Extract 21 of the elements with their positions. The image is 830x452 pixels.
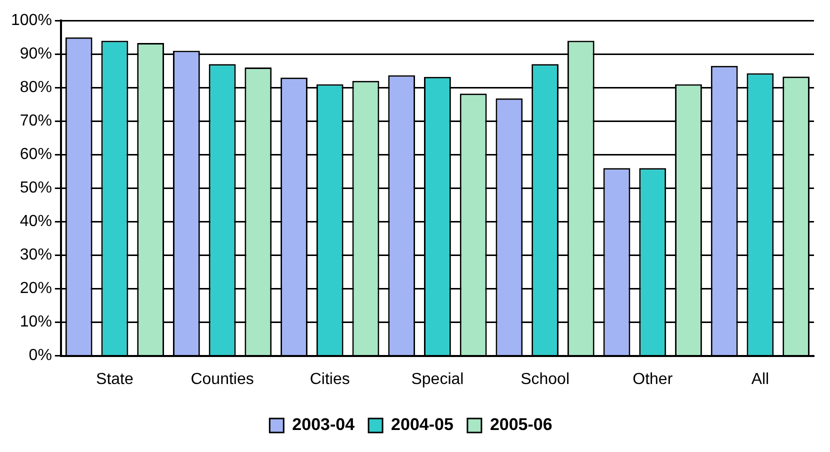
x-tick-label: State [96, 370, 134, 388]
y-tick-label: 30% [20, 246, 52, 264]
y-tick-label: 90% [20, 46, 52, 63]
y-tick-label: 40% [20, 213, 52, 230]
y-tick-label: 10% [20, 314, 52, 331]
y-tick-label: 80% [20, 79, 52, 96]
legend-label: 2004-05 [391, 415, 454, 434]
x-tick-label: Cities [310, 370, 350, 388]
x-tick-label: Other [632, 370, 674, 388]
y-tick-label: 100% [11, 12, 52, 30]
y-tick-label: 50% [20, 180, 52, 197]
legend-label: 2003-04 [292, 415, 356, 434]
y-tick-label: 20% [20, 280, 52, 298]
y-tick-label: 70% [20, 112, 52, 130]
y-tick-label: 0% [28, 347, 52, 364]
y-tick-label: 60% [20, 146, 52, 164]
x-tick-label: School [520, 370, 570, 388]
x-tick-label: Counties [190, 370, 254, 388]
x-tick-label: Special [411, 370, 464, 388]
legend-label: 2005-06 [490, 415, 552, 434]
x-tick-label: All [751, 370, 770, 388]
